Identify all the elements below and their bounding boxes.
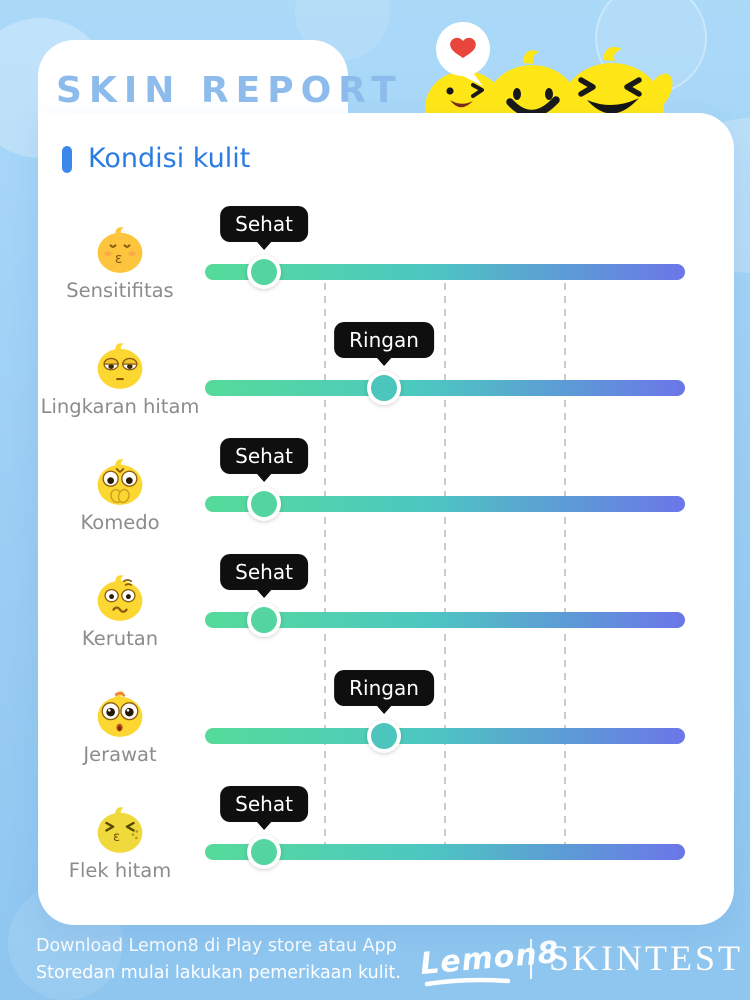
condition-row-flek-hitam: ε Flek hitam Sehat <box>0 786 750 890</box>
condition-label: Flek hitam <box>68 859 172 882</box>
slider-handle[interactable] <box>247 603 282 637</box>
page-title: SKIN REPORT <box>56 70 403 111</box>
smiling-lemon-icon <box>485 50 579 113</box>
download-instructions: Download Lemon8 di Play store atau App S… <box>36 933 401 987</box>
status-badge: Sehat <box>220 438 308 474</box>
condition-slider-track[interactable] <box>205 371 685 405</box>
slider-handle[interactable] <box>247 487 282 521</box>
condition-label: Sensitifitas <box>66 279 174 302</box>
section-accent-bar <box>62 146 72 173</box>
shocked-lemon-emoji-icon <box>97 459 143 505</box>
svg-text:ε: ε <box>115 251 123 267</box>
slider-handle[interactable] <box>247 835 282 869</box>
laughing-lemon-icon <box>560 47 673 113</box>
condition-row-kerutan: Kerutan Sehat <box>0 554 750 658</box>
condition-row-sensitifitas: ε Sensitifitas Sehat <box>0 206 750 310</box>
condition-label: Kerutan <box>81 627 159 650</box>
tooltip-layer: Sehat <box>205 438 685 484</box>
footer: Download Lemon8 di Play store atau App S… <box>0 925 750 1000</box>
skintest-logo: SKINTEST <box>549 938 743 978</box>
worried-lemon-emoji-icon <box>97 575 143 621</box>
download-line-2: Storedan mulai lakukan pemerikaan kulit. <box>36 963 401 983</box>
lemon8-logo-underline <box>424 977 511 987</box>
tired-eyes-lemon-emoji-icon <box>97 343 143 389</box>
condition-slider-track[interactable] <box>205 603 685 637</box>
gridline-50 <box>444 283 446 855</box>
tooltip-layer: Sehat <box>205 206 685 252</box>
report-card <box>38 113 734 925</box>
section-title: Kondisi kulit <box>88 143 251 174</box>
heart-speech-bubble-icon <box>436 22 490 86</box>
condition-row-jerawat: Jerawat Ringan <box>0 670 750 774</box>
slider-handle[interactable] <box>367 719 402 753</box>
condition-label: Komedo <box>80 511 160 534</box>
slider-handle[interactable] <box>367 371 402 405</box>
svg-text:ε: ε <box>113 830 120 845</box>
condition-row-komedo: Komedo Sehat <box>0 438 750 542</box>
download-line-1: Download Lemon8 di Play store atau App <box>36 936 397 956</box>
kissy-freckles-lemon-emoji-icon: ε <box>97 807 143 853</box>
tooltip-layer: Sehat <box>205 554 685 600</box>
condition-row-lingkaran-hitam: Lingkaran hitam Ringan <box>0 322 750 426</box>
status-badge: Sehat <box>220 554 308 590</box>
lemon-mascots <box>405 8 705 113</box>
footer-divider <box>530 939 532 979</box>
gridline-25 <box>324 283 326 855</box>
status-badge: Sehat <box>220 786 308 822</box>
lemon-mascots-illustration <box>425 22 673 113</box>
report-header-tab <box>38 40 348 120</box>
condition-label: Jerawat <box>83 743 157 766</box>
slider-handle[interactable] <box>247 255 282 289</box>
tooltip-layer: Ringan <box>205 322 685 368</box>
status-badge: Ringan <box>334 322 434 358</box>
condition-slider-track[interactable] <box>205 255 685 289</box>
tooltip-layer: Ringan <box>205 670 685 716</box>
condition-slider-track[interactable] <box>205 835 685 869</box>
condition-label: Lingkaran hitam <box>40 395 200 418</box>
status-badge: Ringan <box>334 670 434 706</box>
lemon8-logo: Lemon8 <box>418 934 561 983</box>
gridline-75 <box>564 283 566 855</box>
tooltip-layer: Sehat <box>205 786 685 832</box>
condition-slider-track[interactable] <box>205 487 685 521</box>
kissing-lemon-emoji-icon: ε <box>97 227 143 273</box>
surprised-lemon-emoji-icon <box>97 691 143 737</box>
status-badge: Sehat <box>220 206 308 242</box>
condition-slider-track[interactable] <box>205 719 685 753</box>
